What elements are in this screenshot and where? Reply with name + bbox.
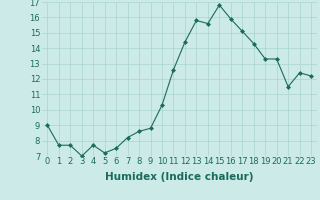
X-axis label: Humidex (Indice chaleur): Humidex (Indice chaleur) — [105, 172, 253, 182]
